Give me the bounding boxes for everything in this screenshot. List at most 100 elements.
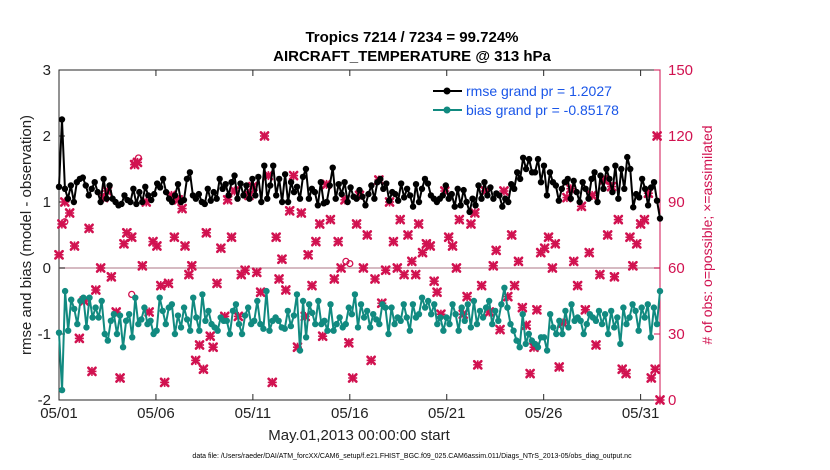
series-point	[228, 179, 235, 186]
series-point	[311, 188, 319, 196]
series-point	[638, 304, 645, 311]
series-point	[106, 182, 113, 189]
series-point	[513, 169, 521, 176]
assimilated-obs-point	[425, 241, 436, 251]
series-point	[342, 320, 349, 328]
series-point	[58, 116, 66, 123]
assimilated-obs-point	[240, 265, 251, 276]
series-point	[156, 184, 164, 191]
series-point	[151, 190, 158, 198]
series-point	[335, 180, 342, 188]
assimilated-obs-point	[488, 260, 499, 271]
assimilated-obs-point	[491, 245, 502, 256]
series-point	[205, 307, 212, 315]
series-point	[534, 155, 542, 163]
series-point	[568, 301, 575, 308]
series-point	[412, 180, 420, 188]
series-point	[223, 317, 230, 324]
series-point	[168, 301, 176, 308]
series-point	[353, 195, 360, 202]
assimilated-obs-point	[159, 377, 170, 388]
assimilated-obs-point	[410, 269, 421, 280]
series-point	[246, 195, 253, 202]
series-point	[327, 301, 334, 308]
assimilated-obs-point	[137, 260, 148, 271]
series-point	[330, 327, 337, 334]
series-point	[496, 192, 503, 199]
series-point	[576, 198, 583, 206]
series-point	[287, 322, 295, 330]
legend-bias-marker	[443, 106, 451, 114]
series-point	[183, 175, 191, 183]
series-point	[371, 195, 378, 202]
series-point	[458, 304, 465, 311]
series-point	[492, 307, 499, 315]
series-point	[270, 162, 277, 169]
series-point	[647, 184, 655, 191]
series-point	[213, 195, 220, 202]
possible-obs-point	[130, 158, 139, 167]
series-point	[579, 179, 586, 186]
footer-data-file: data file: /Users/raeder/DAI/ATM_forcXX/…	[192, 453, 632, 460]
assimilated-obs-point	[621, 368, 631, 379]
series-point	[162, 320, 169, 328]
series-point	[580, 330, 587, 338]
y-tick-label: -1	[38, 326, 51, 343]
series-point	[427, 311, 435, 318]
series-point	[55, 183, 63, 191]
assimilated-obs-point	[277, 254, 287, 265]
series-point	[623, 320, 630, 328]
series-point	[409, 301, 417, 308]
series-point	[104, 337, 112, 344]
series-point	[201, 200, 208, 208]
series-point	[473, 320, 481, 328]
series-point	[415, 311, 423, 318]
series-point	[487, 184, 494, 191]
series-point	[110, 311, 118, 318]
assimilated-obs-point	[208, 342, 219, 353]
series-point	[260, 325, 267, 332]
assimilated-obs-point	[366, 355, 377, 366]
series-point	[565, 324, 572, 331]
y-axis-right: 0 30 60 90 120 150	[654, 62, 693, 409]
series-point	[302, 334, 310, 341]
series-point	[624, 153, 631, 161]
series-point	[377, 175, 384, 183]
series-point	[632, 307, 639, 315]
series-point	[647, 334, 655, 341]
series-point	[618, 165, 625, 173]
assimilated-obs-point	[539, 243, 550, 254]
series-point	[366, 324, 374, 331]
series-point	[199, 291, 206, 298]
series-point	[168, 198, 176, 206]
series-point	[234, 195, 241, 202]
series-point	[469, 195, 476, 202]
series-point	[463, 198, 470, 206]
series-point	[159, 175, 167, 183]
series-point	[100, 175, 107, 183]
series-point	[345, 304, 353, 311]
series-point	[264, 195, 271, 202]
series-point	[510, 327, 517, 334]
assimilated-obs-point	[613, 214, 624, 225]
series-point	[570, 177, 577, 185]
series-point	[204, 185, 211, 192]
possible-obs-point	[342, 257, 350, 266]
series-point	[567, 195, 574, 202]
series-point	[336, 314, 343, 321]
assimilated-obs-point	[205, 331, 216, 342]
series-point	[484, 192, 491, 199]
series-point	[505, 198, 512, 206]
series-point	[323, 198, 330, 206]
series-point	[499, 203, 506, 210]
series-point	[254, 297, 261, 305]
series-point	[626, 314, 633, 321]
assimilated-obs-point	[87, 366, 97, 377]
assimilated-obs-point	[119, 238, 129, 249]
assimilated-obs-point	[284, 205, 295, 216]
series-point	[368, 182, 375, 189]
series-point	[635, 327, 642, 334]
series-point	[612, 162, 619, 169]
series-point	[113, 330, 121, 338]
series-point	[482, 304, 490, 311]
